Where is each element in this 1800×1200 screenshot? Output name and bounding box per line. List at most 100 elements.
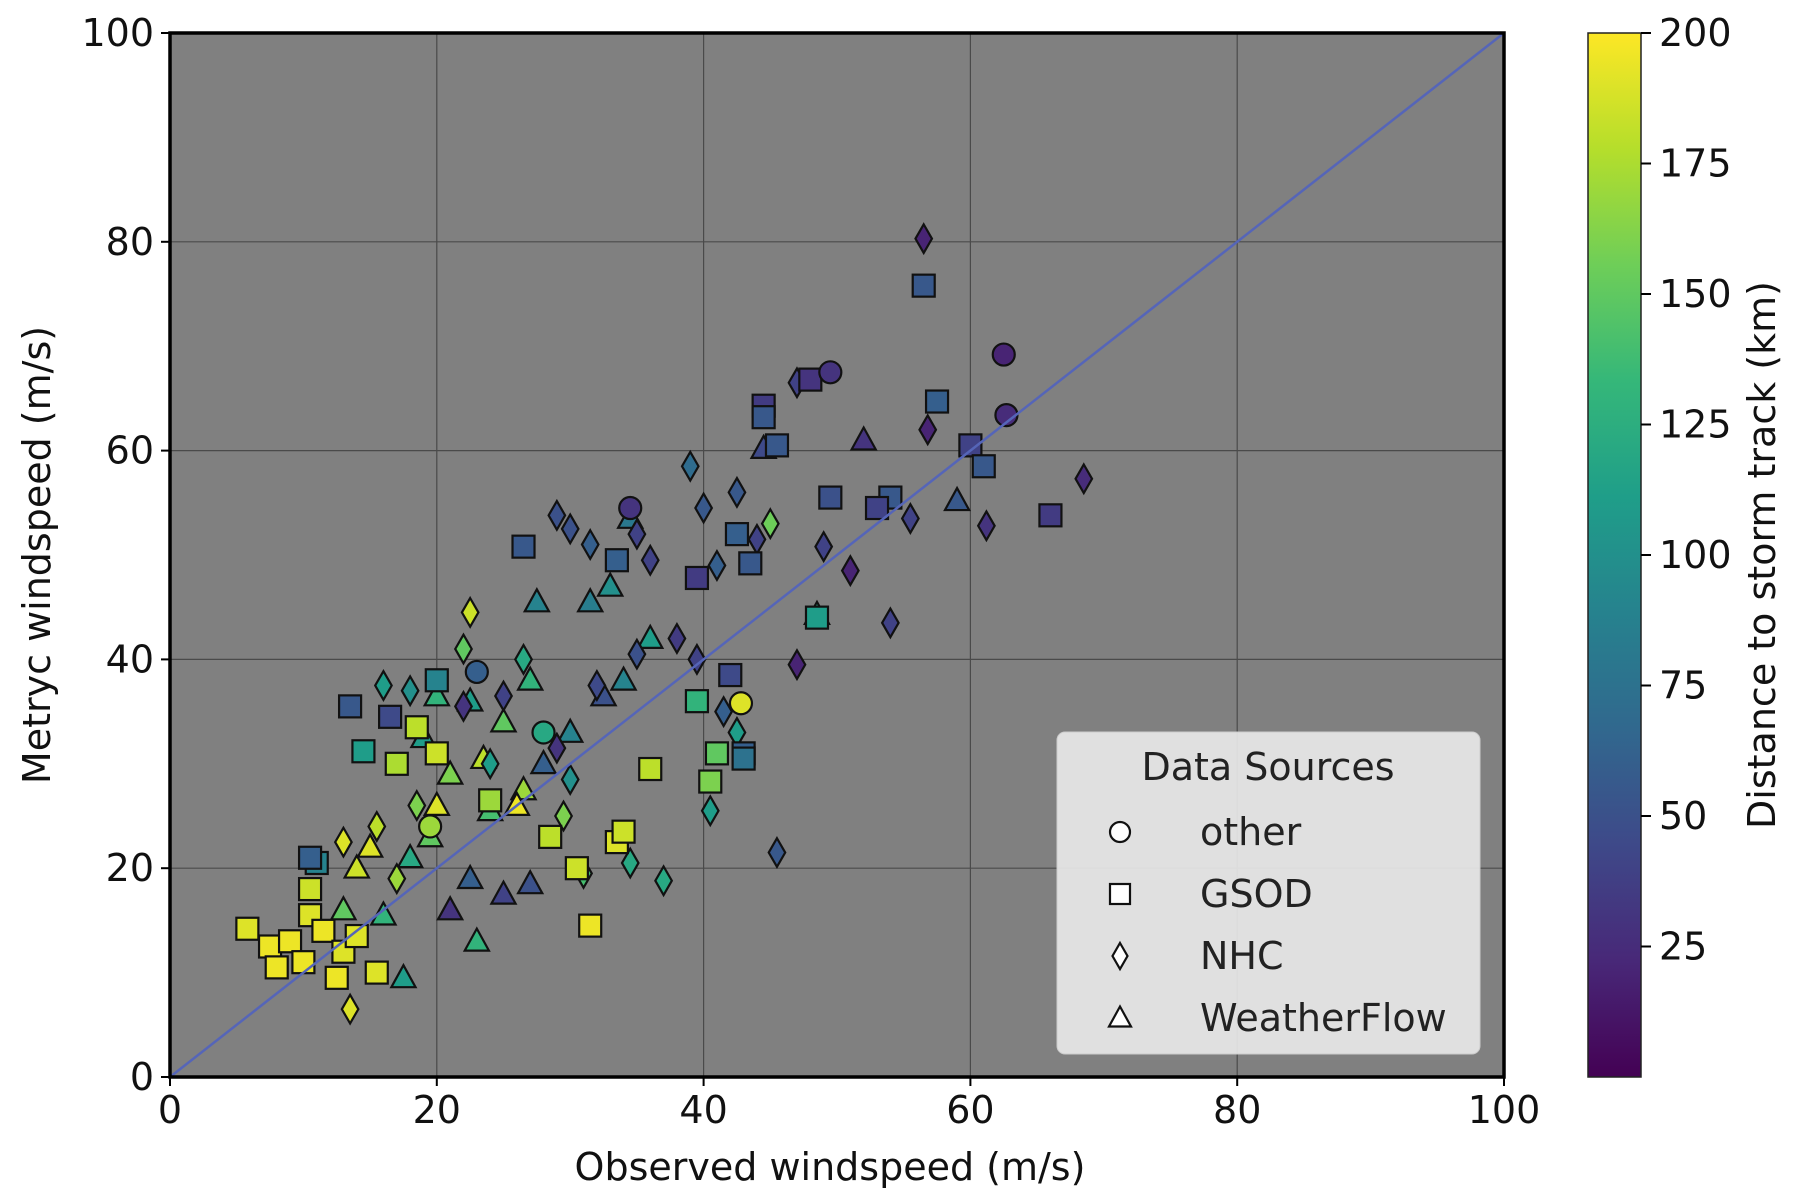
data-point-square: [684, 689, 710, 714]
data-point-diamond: [840, 554, 860, 588]
data-point-diamond: [453, 689, 473, 723]
data-point-diamond: [407, 789, 427, 823]
data-point-diamond: [760, 507, 780, 541]
colorbar-tick-label: 200: [1659, 11, 1732, 55]
data-point-diamond: [340, 992, 360, 1026]
data-point-square: [351, 739, 376, 764]
data-point-square: [424, 668, 449, 693]
legend-label: NHC: [1200, 934, 1284, 978]
data-point-diamond: [587, 668, 607, 703]
data-point-square: [764, 433, 790, 458]
y-tick-label: 0: [130, 1055, 154, 1099]
data-point-diamond: [814, 530, 834, 564]
data-point-square: [344, 923, 369, 949]
data-point-circle: [991, 342, 1016, 367]
data-point-square: [424, 741, 449, 766]
data-point-triangle: [436, 895, 465, 921]
data-point-diamond: [918, 413, 938, 447]
y-axis-title: Metryc windspeed (m/s): [15, 326, 59, 784]
colorbar-tick-label: 75: [1659, 664, 1707, 708]
data-point-diamond: [880, 606, 900, 640]
y-tick-label: 100: [81, 11, 154, 55]
x-tick-label: 40: [679, 1088, 727, 1132]
data-point-square: [404, 715, 429, 740]
legend-marker-circle: [1108, 820, 1132, 844]
data-point-triangle: [943, 485, 972, 512]
colorbar: 25 50 75 100 125 150 175 200 Distance to storm …: [1587, 11, 1784, 1078]
colorbar-title: Distance to storm track (km): [1740, 281, 1784, 829]
data-point-triangle: [576, 587, 605, 613]
data-point-diamond: [787, 648, 807, 682]
data-point-diamond: [367, 809, 387, 843]
data-point-triangle: [422, 681, 451, 707]
legend-label: other: [1200, 810, 1302, 854]
data-point-diamond: [373, 668, 393, 703]
data-point-square: [718, 662, 743, 688]
data-point-diamond: [387, 862, 407, 896]
data-point-diamond: [700, 794, 720, 828]
data-point-square: [1038, 503, 1063, 528]
y-tick-label: 80: [106, 220, 154, 264]
data-point-square: [724, 522, 750, 547]
data-point-diamond: [654, 864, 674, 898]
data-point-square: [864, 495, 890, 521]
data-point-diamond: [493, 679, 514, 713]
data-point-triangle: [329, 895, 358, 921]
y-tick-label: 40: [106, 637, 154, 681]
legend-marker-diamond: [1111, 940, 1129, 972]
data-point-square: [911, 273, 936, 298]
data-point-triangle: [422, 790, 451, 817]
data-point-circle: [531, 720, 556, 745]
x-tick-label: 60: [946, 1088, 994, 1132]
data-point-diamond: [560, 762, 580, 796]
data-point-diamond: [620, 846, 640, 880]
data-point-square: [311, 918, 336, 943]
data-point-diamond: [667, 622, 687, 656]
data-point-diamond: [714, 695, 734, 729]
data-point-triangle: [636, 623, 665, 649]
data-point-square: [564, 856, 589, 881]
data-point-diamond: [580, 528, 600, 562]
data-point-triangle: [396, 842, 425, 869]
data-point-circle: [818, 360, 843, 385]
x-tick-label: 80: [1213, 1088, 1261, 1132]
data-point-diamond: [627, 637, 647, 671]
data-point-diamond: [554, 799, 574, 833]
data-point-diamond: [627, 517, 647, 551]
data-point-square: [291, 950, 316, 975]
data-point-square: [478, 788, 503, 813]
axes: 0 20 40 60 80 100 0 20 40 60 80 100: [81, 11, 1540, 1132]
data-point-diamond: [547, 498, 567, 532]
data-point-square: [257, 934, 283, 959]
colorbar-gradient: [1587, 32, 1642, 1078]
data-point-triangle: [596, 571, 625, 597]
data-point-square: [611, 819, 636, 844]
data-point-triangle: [356, 832, 385, 858]
data-point-square: [971, 454, 996, 479]
colorbar-tick-label: 150: [1659, 272, 1732, 316]
data-point-square: [818, 485, 843, 510]
data-point-square: [738, 551, 763, 576]
data-point-triangle: [462, 926, 491, 952]
data-point-square: [924, 389, 950, 414]
data-point-square: [277, 929, 303, 954]
data-point-square: [337, 694, 363, 719]
data-point-diamond: [767, 836, 787, 870]
legend-marker-square: [1108, 882, 1132, 906]
data-point-square: [731, 746, 756, 771]
data-point-square: [324, 965, 349, 990]
data-point-diamond: [560, 512, 580, 546]
legend-box: [1056, 731, 1481, 1055]
data-point-circle: [618, 495, 643, 521]
x-axis-title: Observed windspeed (m/s): [575, 1145, 1086, 1189]
data-point-diamond: [460, 595, 480, 629]
data-point-diamond: [976, 509, 996, 543]
data-point-diamond: [400, 674, 420, 708]
x-tick-label: 20: [413, 1088, 461, 1132]
colorbar-tick-label: 50: [1659, 794, 1707, 838]
colorbar-tick-label: 125: [1659, 403, 1732, 447]
data-point-square: [751, 405, 776, 430]
data-point-diamond: [680, 449, 700, 483]
y-tick-label: 60: [106, 429, 154, 473]
